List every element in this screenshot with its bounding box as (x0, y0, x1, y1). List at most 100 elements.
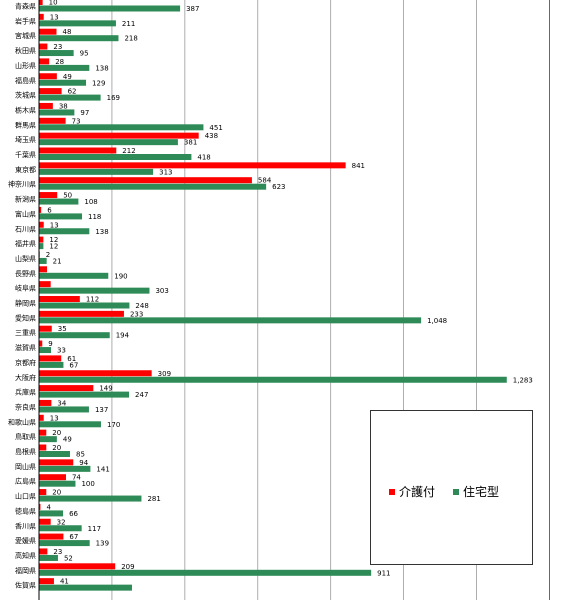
bar-jutaku (39, 20, 116, 27)
data-label-jutaku: 169 (107, 94, 120, 102)
category-label: 宮城県 (15, 31, 36, 40)
category-label: 岐阜県 (15, 284, 36, 293)
data-label-kaigo: 2 (46, 251, 50, 259)
data-label-kaigo: 209 (121, 563, 134, 571)
category-label: 群馬県 (15, 120, 36, 129)
category-label: 栃木県 (15, 105, 36, 114)
bar-jutaku (39, 584, 132, 591)
category-label: 福岡県 (15, 566, 36, 575)
data-label-kaigo: 50 (63, 192, 72, 200)
data-label-jutaku: 313 (159, 168, 172, 176)
bar-kaigo (39, 162, 346, 169)
bar-kaigo (39, 385, 94, 392)
legend-label-series-1: 介護付 (399, 485, 436, 499)
data-label-kaigo: 49 (63, 73, 72, 81)
bar-kaigo (39, 147, 117, 154)
bar-jutaku (39, 94, 101, 101)
bar-kaigo (39, 177, 252, 184)
data-label-jutaku: 1,283 (513, 376, 533, 384)
bar-jutaku (39, 5, 181, 12)
bar-jutaku (39, 317, 422, 324)
bar-kaigo (39, 474, 66, 481)
bar-jutaku (39, 436, 57, 443)
bar-kaigo (39, 325, 52, 332)
bar-jutaku (39, 376, 507, 383)
category-label: 島根県 (15, 447, 36, 456)
category-label: 福井県 (15, 239, 36, 248)
data-label-kaigo: 4 (46, 503, 51, 511)
data-label-jutaku: 381 (184, 139, 197, 147)
bar-kaigo (39, 340, 43, 347)
data-label-jutaku: 248 (135, 302, 148, 310)
bar-kaigo (39, 28, 57, 35)
data-label-jutaku: 108 (84, 198, 97, 206)
data-label-jutaku: 129 (92, 79, 105, 87)
bar-jutaku (39, 302, 130, 309)
data-label-kaigo: 438 (205, 132, 218, 140)
bar-jutaku (39, 332, 110, 339)
category-label: 徳島県 (15, 506, 36, 515)
bar-jutaku (39, 510, 64, 517)
category-label: 岩手県 (15, 16, 36, 25)
data-label-jutaku: 137 (95, 406, 108, 414)
bar-kaigo (39, 132, 199, 139)
bar-jutaku (39, 35, 119, 42)
data-label-kaigo: 48 (63, 28, 72, 36)
data-label-kaigo: 10 (49, 0, 58, 7)
category-label: 青森県 (15, 2, 36, 11)
data-label-jutaku: 247 (135, 391, 148, 399)
category-label: 愛知県 (15, 313, 36, 322)
bar-kaigo (39, 13, 44, 20)
bar-jutaku (39, 272, 109, 279)
bar-kaigo (39, 370, 152, 377)
bar-jutaku (39, 347, 52, 354)
bar-jutaku (39, 540, 90, 547)
category-label: 三重県 (15, 329, 36, 337)
bar-jutaku (39, 228, 90, 235)
data-label-kaigo: 61 (67, 355, 76, 363)
bar-kaigo (39, 310, 124, 317)
data-label-kaigo: 13 (50, 414, 59, 422)
bar-jutaku (39, 525, 82, 532)
data-label-kaigo: 6 (47, 206, 52, 214)
bar-kaigo (39, 221, 44, 228)
data-label-kaigo: 13 (50, 13, 59, 21)
bar-kaigo (39, 236, 44, 243)
data-label-jutaku: 303 (155, 287, 168, 295)
category-label: 鳥取県 (15, 432, 36, 441)
legend-swatch-series-2 (453, 488, 459, 495)
data-label-jutaku: 12 (49, 243, 58, 251)
data-label-jutaku: 211 (122, 20, 135, 28)
legend-label-series-2: 住宅型 (463, 485, 500, 499)
data-label-jutaku: 139 (96, 540, 109, 548)
data-label-jutaku: 85 (76, 451, 85, 459)
bar-kaigo (39, 429, 47, 436)
bar-kaigo (39, 266, 48, 273)
bar-jutaku (39, 64, 90, 71)
data-label-kaigo: 38 (59, 102, 68, 110)
bar-jutaku (39, 154, 192, 160)
data-label-jutaku: 170 (107, 421, 120, 429)
data-label-jutaku: 49 (63, 436, 72, 444)
data-label-jutaku: 1,048 (427, 317, 447, 325)
data-label-jutaku: 21 (53, 257, 62, 265)
bar-kaigo (39, 88, 62, 95)
category-label: 大阪府 (15, 373, 36, 382)
category-label: 広島県 (15, 477, 36, 486)
bar-kaigo (39, 58, 50, 65)
category-label: 茨城県 (15, 91, 36, 100)
bar-jutaku (39, 168, 154, 175)
bar-jutaku (39, 406, 89, 413)
data-label-kaigo: 212 (122, 147, 135, 155)
category-label: 秋田県 (15, 46, 36, 55)
bar-jutaku (39, 391, 130, 398)
data-label-jutaku: 281 (147, 495, 160, 503)
category-label: 愛媛県 (15, 536, 36, 545)
data-label-jutaku: 138 (95, 228, 108, 236)
legend-item-series-1: 介護付 (389, 483, 435, 500)
bar-kaigo (39, 444, 47, 451)
data-label-jutaku: 95 (80, 50, 89, 58)
data-label-kaigo: 12 (49, 236, 58, 244)
